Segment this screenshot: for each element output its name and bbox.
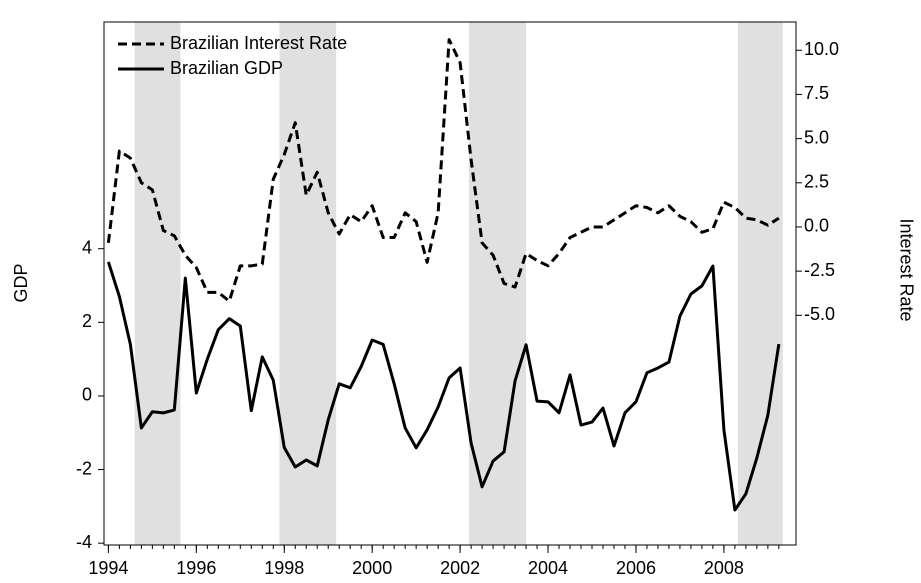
x-tick-label: 1994	[88, 558, 128, 578]
x-tick-label: 2000	[352, 558, 392, 578]
shaded-region	[134, 22, 181, 545]
y2-axis-label: Interest Rate	[896, 218, 916, 321]
y2-tick-label: -5.0	[804, 304, 835, 324]
plot-frame	[103, 21, 797, 546]
y-tick-label: -4	[76, 532, 92, 552]
x-tick-label: 1998	[264, 558, 304, 578]
y2-tick-label: -2.5	[804, 260, 835, 280]
y2-tick-label: 7.5	[804, 83, 829, 103]
x-tick-label: 2002	[440, 558, 480, 578]
y-tick-label: -2	[76, 458, 92, 478]
x-tick-label: 2004	[528, 558, 568, 578]
y2-tick-label: 10.0	[804, 39, 839, 59]
y2-tick-label: 5.0	[804, 127, 829, 147]
y2-tick-label: 0.0	[804, 216, 829, 236]
legend-label: Brazilian Interest Rate	[170, 33, 347, 53]
y-tick-label: 2	[82, 311, 92, 331]
y-tick-label: 4	[82, 237, 92, 257]
x-tick-label: 2008	[704, 558, 744, 578]
x-tick-label: 1996	[176, 558, 216, 578]
legend-label: Brazilian GDP	[170, 58, 283, 78]
shaded-region	[737, 22, 783, 545]
y-tick-label: 0	[82, 385, 92, 405]
y-axis-label: GDP	[11, 263, 31, 302]
x-tick-label: 2006	[616, 558, 656, 578]
line-series	[106, 261, 781, 512]
shaded-region	[279, 22, 337, 545]
line-series	[106, 38, 780, 303]
y2-tick-label: 2.5	[804, 172, 829, 192]
